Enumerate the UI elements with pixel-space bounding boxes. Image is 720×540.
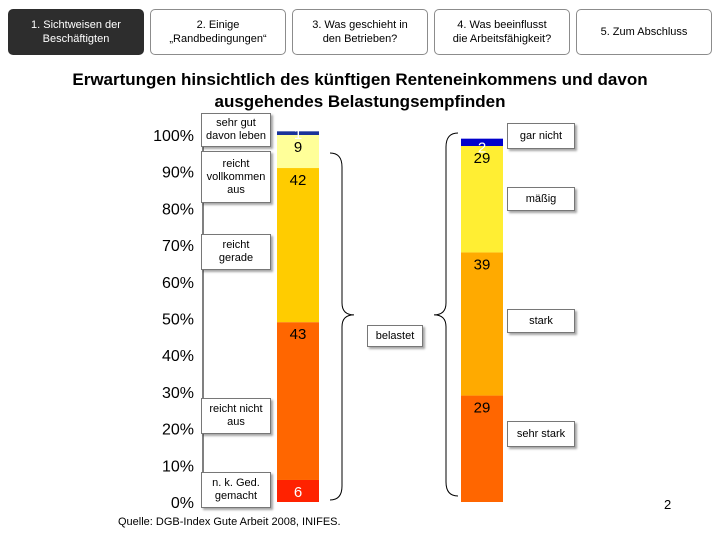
label-sehr-stark: sehr stark <box>507 421 575 447</box>
label-sehr-gut: sehr gut davon leben <box>201 113 271 147</box>
label-stark: stark <box>507 309 575 333</box>
label-gar-nicht: gar nicht <box>507 123 575 149</box>
bar-segment <box>277 168 319 323</box>
y-tick-label: 50% <box>162 312 194 329</box>
data-label: 9 <box>294 139 302 156</box>
right-brace <box>433 132 459 497</box>
page-number: 2 <box>664 497 672 512</box>
y-tick-label: 80% <box>162 201 194 218</box>
y-tick-label: 0% <box>171 495 194 512</box>
y-tick-label: 100% <box>153 128 194 145</box>
bar-segment <box>461 138 503 147</box>
bar-segment <box>461 395 503 502</box>
bar-segment <box>277 135 319 169</box>
label-maessig: mäßig <box>507 187 575 211</box>
data-label: 39 <box>474 256 491 273</box>
data-label: 42 <box>290 172 307 189</box>
data-label: 2 <box>478 140 486 157</box>
tab-abschluss[interactable]: 5. Zum Abschluss <box>576 9 712 55</box>
tab-sichtweisen[interactable]: 1. Sichtweisen der Beschäftigten <box>8 9 144 55</box>
label-belastet: belastet <box>367 325 423 347</box>
left-brace <box>329 152 355 501</box>
y-tick-label: 20% <box>162 422 194 439</box>
tab-arbeitsfaehigkeit[interactable]: 4. Was beeinflusst die Arbeitsfähigkeit? <box>434 9 570 55</box>
y-tick-label: 70% <box>162 238 194 255</box>
data-label: 29 <box>474 150 491 167</box>
bar-segment <box>461 146 503 253</box>
label-vollkommen: reicht vollkommen aus <box>201 151 271 203</box>
bar-segment <box>277 131 319 135</box>
slide-title: Erwartungen hinsichtlich des künftigen R… <box>72 70 648 111</box>
bar-segment <box>461 252 503 396</box>
y-tick-label: 90% <box>162 165 194 182</box>
bar-segment <box>277 479 319 502</box>
tab-betriebe[interactable]: 3. Was geschieht in den Betrieben? <box>292 9 428 55</box>
label-nicht-gedanken: n. k. Ged. gemacht <box>201 472 271 508</box>
label-gerade: reicht gerade <box>201 234 271 270</box>
y-tick-label: 40% <box>162 348 194 365</box>
y-tick-label: 30% <box>162 385 194 402</box>
bar-segment <box>277 322 319 480</box>
y-tick-label: 10% <box>162 458 194 475</box>
data-label: 1 <box>294 126 302 143</box>
data-label: 6 <box>294 484 302 501</box>
label-reicht-nicht: reicht nicht aus <box>201 398 271 434</box>
data-label: 43 <box>290 326 307 343</box>
source-note: Quelle: DGB-Index Gute Arbeit 2008, INIF… <box>118 516 341 528</box>
tab-randbedingungen[interactable]: 2. Einige „Randbedingungen“ <box>150 9 286 55</box>
data-label: 29 <box>474 400 491 417</box>
y-tick-label: 60% <box>162 275 194 292</box>
